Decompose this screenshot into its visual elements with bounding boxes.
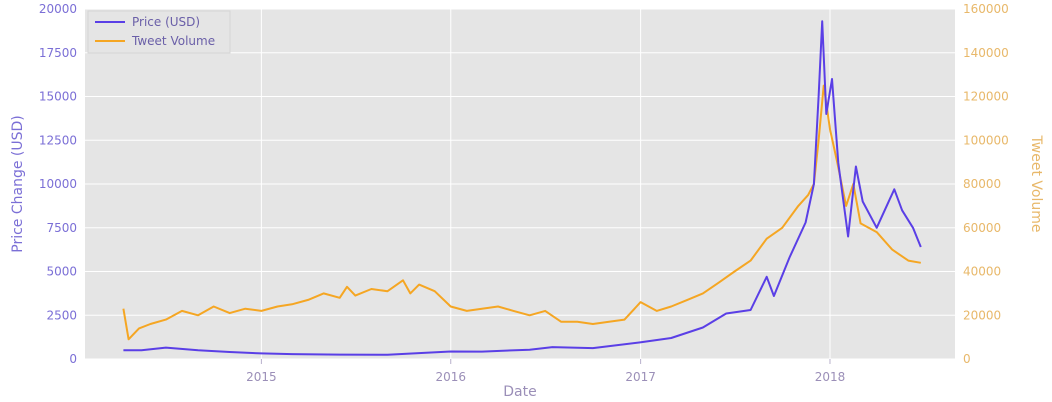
y-axis-label-left: Price Change (USD) [10,115,26,253]
y-right-tick-label: 60000 [963,221,1001,235]
x-tick-label: 2015 [246,370,277,384]
series-layer [122,20,922,356]
y-right-tick-label: 0 [963,352,971,366]
y-left-tick-label: 0 [69,352,77,366]
legend: Price (USD) Tweet Volume [87,10,231,54]
legend-label-tweets: Tweet Volume [131,34,215,48]
y-left-tick-label: 2500 [46,308,77,322]
x-tick-label: 2018 [815,370,846,384]
legend-box [87,10,231,54]
y-right-tick-label: 160000 [963,2,1009,16]
y-left-tick-label: 12500 [39,133,77,147]
y-left-tick-label: 5000 [46,265,77,279]
y-left-tick-label: 20000 [39,2,77,16]
y-left-tick-label: 15000 [39,90,77,104]
y-right-tick-label: 100000 [963,133,1009,147]
series-line-price [123,20,922,356]
y-right-tick-label: 20000 [963,308,1001,322]
y-left-tick-label: 7500 [46,221,77,235]
y-axis-label-right: Tweet Volume [1028,135,1044,233]
tick-labels: 0 2500 5000 7500 10000 12500 15000 17500 20000 0 2… [39,2,1009,384]
y-right-tick-label: 40000 [963,265,1001,279]
legend-label-price: Price (USD) [132,15,200,29]
y-right-tick-label: 140000 [963,46,1009,60]
x-axis-label: Date [503,384,536,400]
y-left-tick-label: 10000 [39,177,77,191]
x-tick-label: 2017 [625,370,656,384]
y-left-tick-label: 17500 [39,46,77,60]
y-right-tick-label: 120000 [963,90,1009,104]
x-tick-label: 2016 [435,370,466,384]
y-right-tick-label: 80000 [963,177,1001,191]
series-line-tweet-volume [122,84,921,341]
